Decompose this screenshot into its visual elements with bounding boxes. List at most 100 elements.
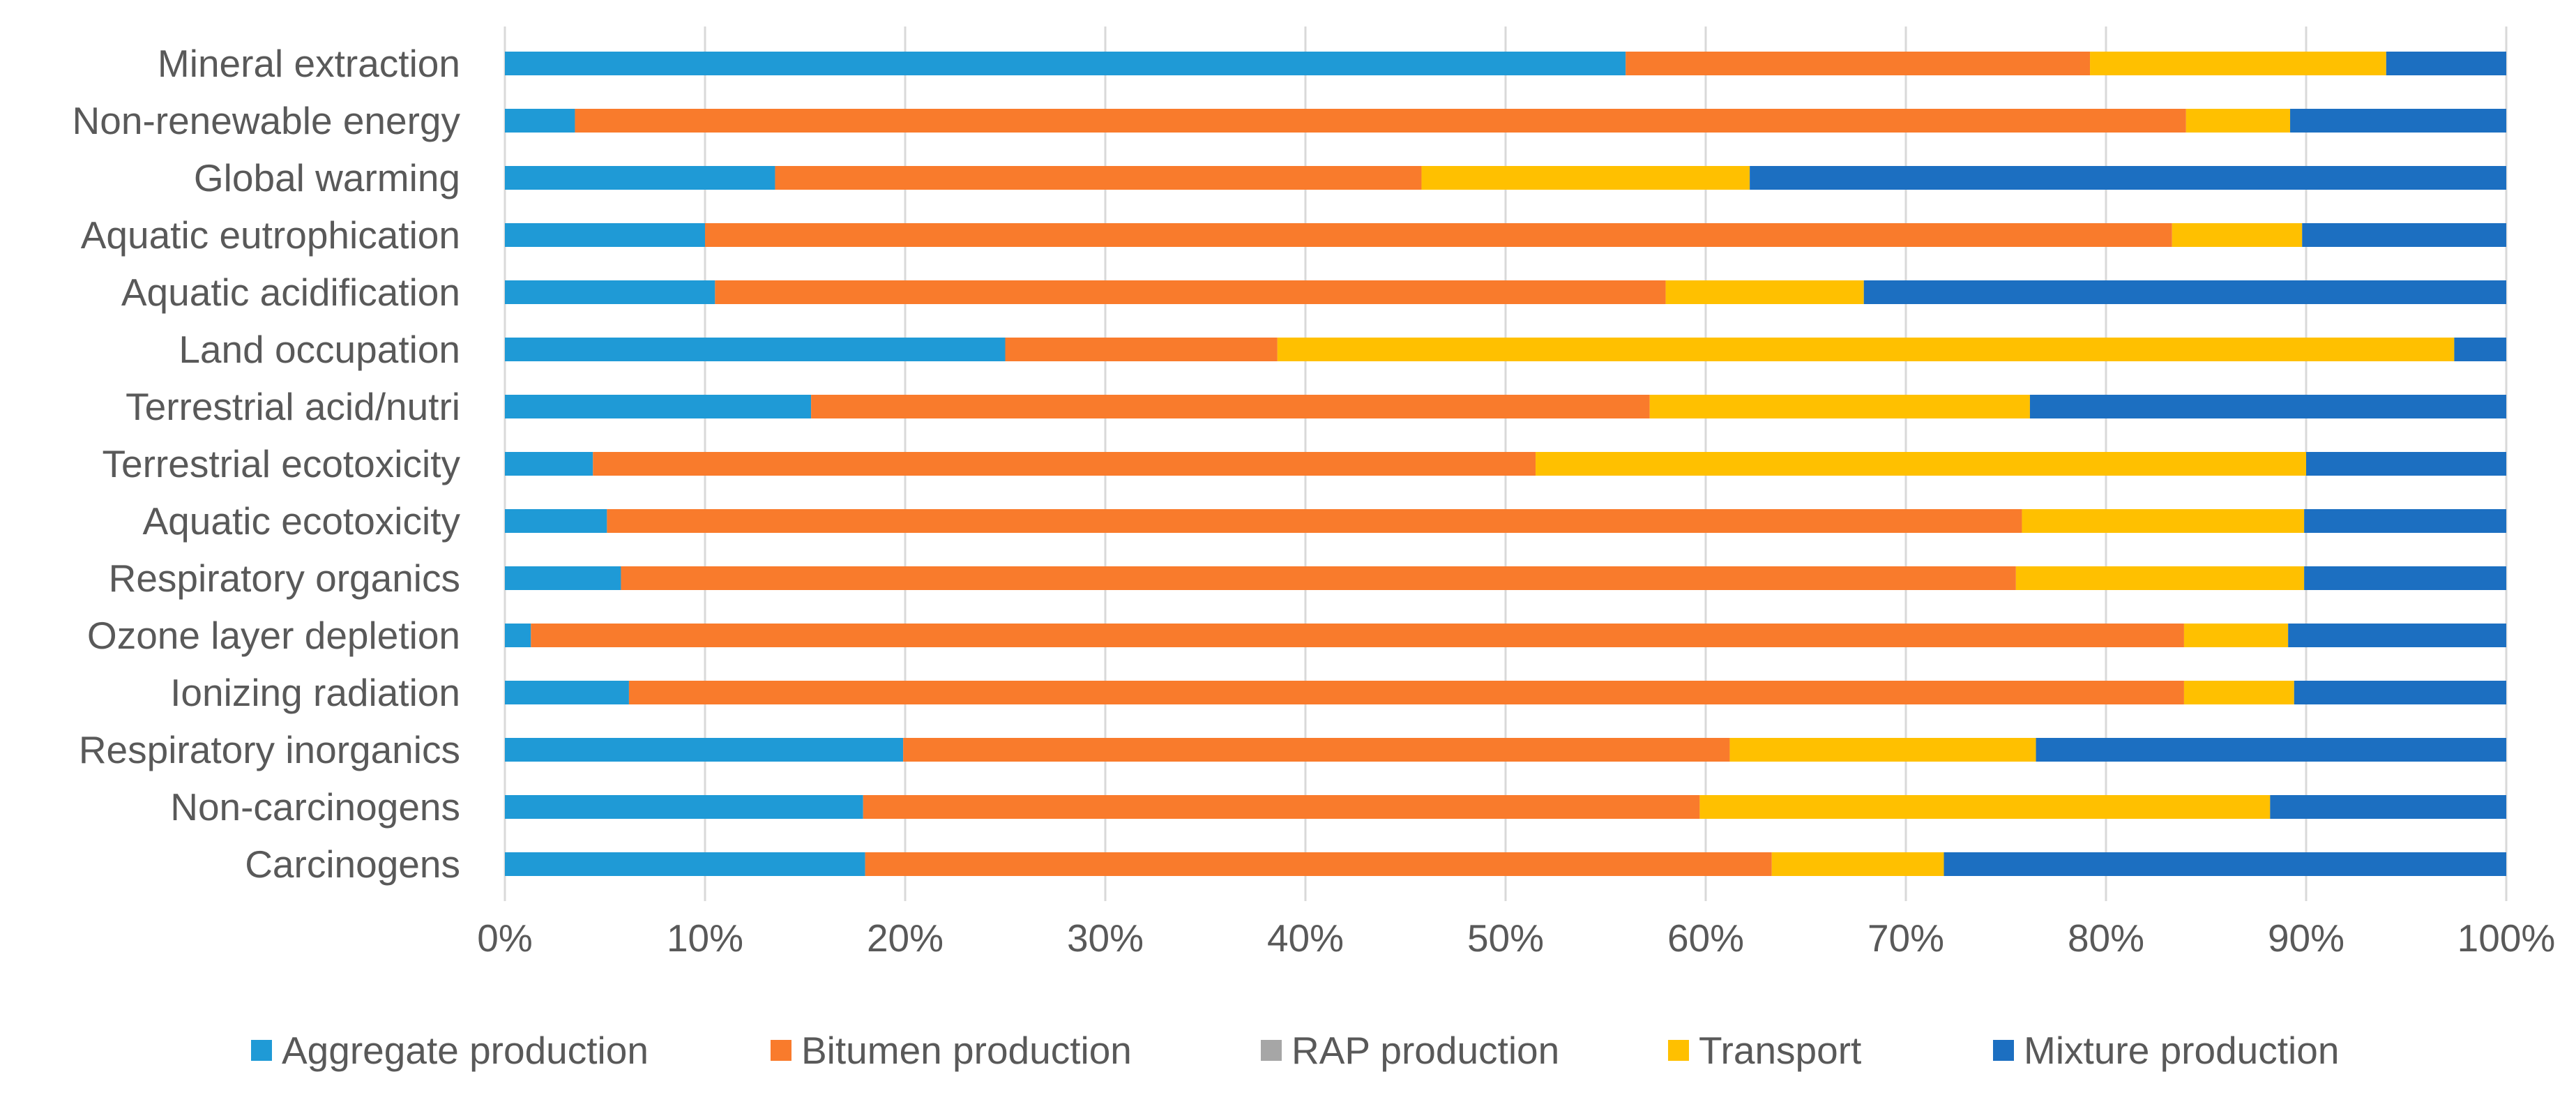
x-tick-label: 20% bbox=[867, 916, 944, 960]
x-tick-label: 0% bbox=[477, 916, 533, 960]
x-tick-label: 70% bbox=[1867, 916, 1944, 960]
x-tick-label: 100% bbox=[2457, 916, 2556, 960]
bar-0-3 bbox=[2090, 52, 2386, 75]
bar-13-3 bbox=[1699, 795, 2271, 819]
bar-3-1 bbox=[705, 223, 2172, 247]
bar-13-0 bbox=[505, 795, 863, 819]
bar-14-1 bbox=[865, 852, 1772, 876]
category-label: Global warming bbox=[194, 156, 460, 199]
category-labels: Mineral extraction Non-renewable energy Gl… bbox=[73, 42, 461, 886]
category-label: Respiratory inorganics bbox=[79, 728, 460, 771]
x-tick-label: 60% bbox=[1667, 916, 1744, 960]
bar-14-4 bbox=[1944, 852, 2506, 876]
bar-14-3 bbox=[1771, 852, 1944, 876]
legend-label: Aggregate production bbox=[282, 1029, 649, 1072]
category-label: Aquatic ecotoxicity bbox=[143, 499, 461, 543]
bar-12-1 bbox=[903, 738, 1730, 762]
bar-7-4 bbox=[2306, 452, 2506, 476]
bar-11-3 bbox=[2183, 681, 2294, 704]
bar-10-0 bbox=[505, 624, 531, 647]
bar-12-4 bbox=[2036, 738, 2506, 762]
bar-1-1 bbox=[575, 109, 2186, 133]
legend-swatch bbox=[1668, 1040, 1689, 1061]
bar-3-4 bbox=[2302, 223, 2506, 247]
bar-7-0 bbox=[505, 452, 593, 476]
bar-2-3 bbox=[1421, 166, 1750, 190]
legend-label: Mixture production bbox=[2024, 1029, 2339, 1072]
legend-label: RAP production bbox=[1291, 1029, 1559, 1072]
category-label: Respiratory organics bbox=[109, 557, 460, 600]
bar-9-4 bbox=[2304, 566, 2506, 590]
bar-8-1 bbox=[607, 509, 2022, 533]
legend-label: Bitumen production bbox=[801, 1029, 1132, 1072]
bar-5-3 bbox=[1277, 338, 2455, 361]
bar-1-4 bbox=[2290, 109, 2506, 133]
category-label: Land occupation bbox=[179, 328, 460, 371]
x-tick-label: 80% bbox=[2068, 916, 2144, 960]
bar-14-0 bbox=[505, 852, 865, 876]
legend: Aggregate production Bitumen production RA… bbox=[251, 1029, 2339, 1072]
bar-4-4 bbox=[1863, 280, 2506, 304]
bar-12-3 bbox=[1729, 738, 2036, 762]
category-label: Carcinogens bbox=[245, 843, 460, 886]
bar-8-0 bbox=[505, 509, 607, 533]
x-tick-label: 10% bbox=[667, 916, 743, 960]
legend-swatch bbox=[1261, 1040, 1282, 1061]
x-tick-label: 50% bbox=[1467, 916, 1544, 960]
x-tick-label: 40% bbox=[1267, 916, 1344, 960]
category-label: Mineral extraction bbox=[158, 42, 460, 85]
bar-6-1 bbox=[811, 395, 1650, 418]
bar-6-4 bbox=[2029, 395, 2506, 418]
bar-4-1 bbox=[715, 280, 1666, 304]
bar-0-0 bbox=[505, 52, 1626, 75]
bar-0-1 bbox=[1626, 52, 2091, 75]
bar-8-4 bbox=[2304, 509, 2506, 533]
bars bbox=[505, 52, 2506, 876]
legend-swatch bbox=[1993, 1040, 2014, 1061]
bar-10-1 bbox=[531, 624, 2184, 647]
bar-13-1 bbox=[863, 795, 1700, 819]
bar-11-1 bbox=[628, 681, 2184, 704]
bar-13-4 bbox=[2270, 795, 2506, 819]
bar-9-0 bbox=[505, 566, 621, 590]
bar-5-0 bbox=[505, 338, 1006, 361]
bar-12-0 bbox=[505, 738, 904, 762]
category-label: Aquatic acidification bbox=[121, 271, 460, 314]
bar-9-3 bbox=[2015, 566, 2305, 590]
category-label: Ozone layer depletion bbox=[87, 614, 460, 657]
bar-0-4 bbox=[2386, 52, 2506, 75]
bar-5-1 bbox=[1005, 338, 1278, 361]
bar-3-0 bbox=[505, 223, 705, 247]
bar-1-0 bbox=[505, 109, 575, 133]
bar-2-0 bbox=[505, 166, 775, 190]
bar-9-1 bbox=[621, 566, 2016, 590]
legend-swatch bbox=[251, 1040, 272, 1061]
legend-label: Transport bbox=[1699, 1029, 1861, 1072]
category-label: Terrestrial acid/nutri bbox=[126, 385, 460, 428]
bar-4-3 bbox=[1665, 280, 1864, 304]
bar-2-4 bbox=[1750, 166, 2506, 190]
bar-11-4 bbox=[2294, 681, 2506, 704]
x-tick-label: 30% bbox=[1067, 916, 1144, 960]
bar-7-3 bbox=[1536, 452, 2306, 476]
category-label: Ionizing radiation bbox=[170, 671, 460, 714]
bar-6-0 bbox=[505, 395, 812, 418]
category-label: Terrestrial ecotoxicity bbox=[103, 442, 461, 485]
bar-3-3 bbox=[2172, 223, 2303, 247]
x-tick-labels: 0% 10% 20% 30% 40% 50% 60% 70% 80% 90% 100% bbox=[477, 916, 2555, 960]
bar-2-1 bbox=[775, 166, 1422, 190]
bar-10-4 bbox=[2288, 624, 2506, 647]
legend-swatch bbox=[771, 1040, 791, 1061]
bar-7-1 bbox=[593, 452, 1536, 476]
category-label: Non-renewable energy bbox=[73, 99, 461, 142]
bar-8-3 bbox=[2022, 509, 2305, 533]
category-label: Non-carcinogens bbox=[170, 785, 460, 829]
category-label: Aquatic eutrophication bbox=[81, 213, 460, 257]
bar-5-4 bbox=[2454, 338, 2506, 361]
bar-10-3 bbox=[2183, 624, 2289, 647]
bar-4-0 bbox=[505, 280, 715, 304]
bar-1-3 bbox=[2185, 109, 2291, 133]
bar-6-3 bbox=[1649, 395, 2030, 418]
